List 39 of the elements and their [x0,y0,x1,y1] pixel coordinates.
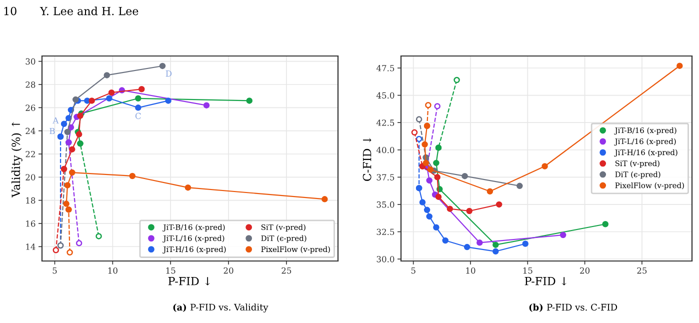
annotation: B [50,128,55,134]
annotation: C [135,112,141,120]
y-tick-label: 24 [26,128,36,134]
x-tick-label: 25 [282,267,292,274]
y-tick-label: 16 [26,220,36,227]
annotation: D [166,70,172,77]
x-tick-label: 5 [411,268,416,274]
y-tick-label: 45.0 [376,92,394,99]
y-tick-label: 47.5 [376,64,394,72]
y-tick-label: 18 [26,197,36,204]
x-tick-label: 5 [52,268,57,274]
y-tick-label: 37.5 [376,174,394,180]
text: 10 [4,6,16,16]
y-tick-label: 40.0 [376,146,394,154]
y-tick-label: 26 [26,104,36,111]
x-tick-label: 15 [523,267,532,274]
text: (a) P-FID vs. Validity [173,304,268,312]
y-tick-label: 28 [26,81,36,88]
y-tick-label: 30.0 [376,256,394,262]
x-tick-label: 10 [108,267,118,274]
x-tick-label: 15 [166,267,176,274]
x-tick-label: 20 [224,267,234,274]
x-tick-label: 20 [580,267,590,274]
y-axis-title: C-FID ↓ [362,138,372,181]
x-tick-label: 25 [637,267,647,274]
y-tick-label: 20 [26,174,36,180]
x-axis-title: P-FID ↓ [168,277,210,286]
text: Y. Lee and H. Lee [40,6,138,16]
y-tick-label: 22 [26,150,35,158]
annotation: A [52,117,59,124]
y-tick-label: 30 [26,58,36,65]
y-tick-label: 32.5 [376,228,394,236]
y-axis-title: Validity (%) ↑ [11,122,22,198]
x-tick-label: 10 [466,267,476,274]
y-tick-label: 42.5 [376,120,394,126]
text: (b) P-FID vs. C-FID [529,304,618,312]
x-axis-title: P-FID ↓ [524,277,566,286]
y-tick-label: 35.0 [376,201,394,208]
y-tick-label: 14 [26,244,36,250]
